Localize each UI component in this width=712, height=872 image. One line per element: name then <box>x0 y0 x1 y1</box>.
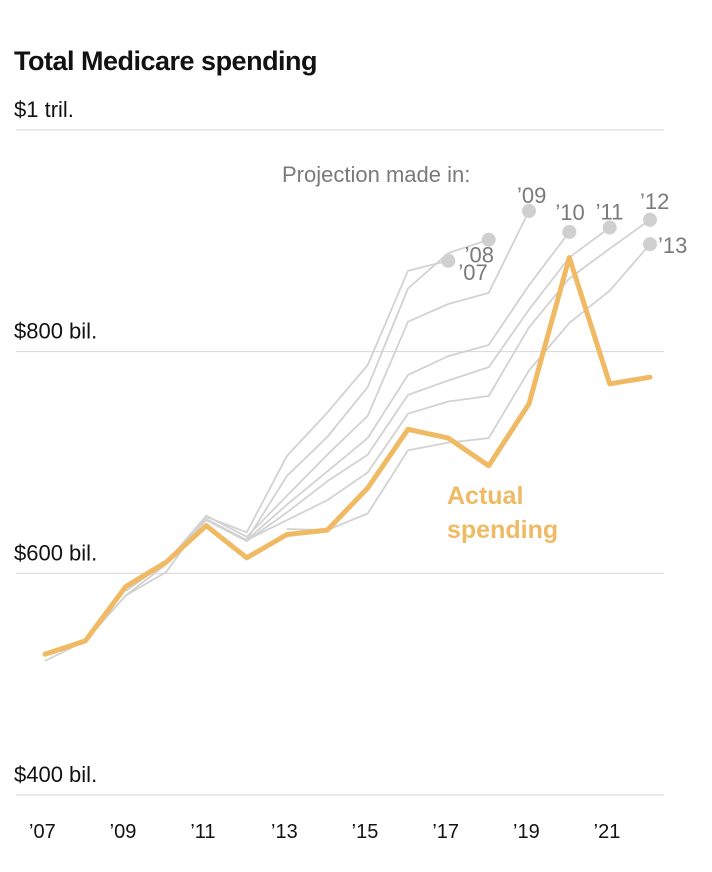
projection-endpoint <box>481 232 496 247</box>
gridlines <box>16 129 664 796</box>
projection-year-label: ’09 <box>517 183 546 208</box>
projection-line <box>84 238 489 642</box>
projection-year-label: ’10 <box>555 200 584 225</box>
y-axis-labels: $1 tril. $800 bil. $600 bil. $400 bil. <box>14 97 97 787</box>
y-tick-label: $600 bil. <box>14 540 97 565</box>
annotations: Projection made in: Actual spending <box>282 162 558 544</box>
projection-year-label: ’13 <box>658 233 687 258</box>
actual-spending-polyline <box>42 255 653 657</box>
projection-line <box>125 210 530 592</box>
x-tick-label: ’11 <box>190 821 215 843</box>
projection-endpoint <box>562 224 577 239</box>
actual-spending-line <box>42 255 653 657</box>
y-tick-label: $400 bil. <box>14 762 97 787</box>
projection-endpoint <box>643 212 657 227</box>
projection-line <box>246 219 651 541</box>
projection-lines: ’07’08 ’09 ’10 ’11 ’12 ’13 <box>44 183 687 662</box>
x-tick-label: ’15 <box>352 821 379 843</box>
projection-endpoint <box>441 253 456 268</box>
projection-year-label: ’12 <box>640 189 669 214</box>
projection-year-label: ’07 <box>458 260 487 285</box>
x-tick-label: ’07 <box>29 821 56 843</box>
y-tick-label: $1 tril. <box>14 97 74 122</box>
legend-title: Projection made in: <box>282 162 470 187</box>
actual-label-line-1: Actual <box>447 482 523 510</box>
x-tick-label: ’21 <box>594 821 621 843</box>
chart-title: Total Medicare spending <box>14 46 318 76</box>
projection-year-label: ’08 <box>465 243 494 268</box>
projection-line <box>205 226 611 543</box>
x-tick-label: ’09 <box>110 821 137 843</box>
x-axis-labels: ’07 ’09 ’11 ’13 ’15 ’17 ’19 ’21 <box>29 821 620 843</box>
projection-endpoint <box>522 203 536 218</box>
projection-year-label: ’11 <box>596 200 624 225</box>
actual-label-line-2: spending <box>447 516 558 544</box>
projection-endpoint <box>643 237 657 252</box>
projection-line <box>286 243 651 531</box>
y-tick-label: $800 bil. <box>14 319 97 344</box>
x-tick-label: ’17 <box>432 821 459 843</box>
x-tick-label: ’13 <box>271 821 298 843</box>
projection-endpoint <box>602 220 617 235</box>
x-tick-label: ’19 <box>513 821 540 843</box>
